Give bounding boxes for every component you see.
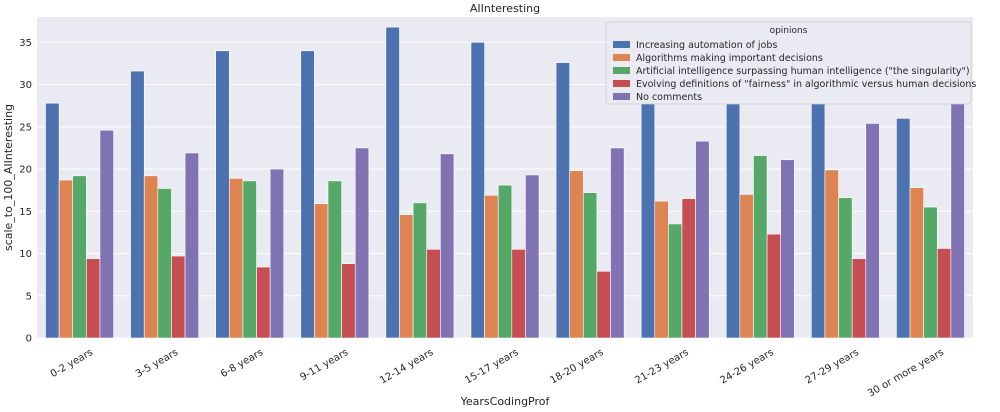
bar <box>58 179 74 339</box>
bar <box>753 155 768 339</box>
x-tick-label: 21-23 years <box>633 347 690 386</box>
legend-label: Evolving definitions of "fairness" in al… <box>636 79 976 90</box>
bar <box>171 255 186 339</box>
legend-swatch <box>613 54 630 61</box>
bar <box>470 42 485 339</box>
y-tick-label: 15 <box>19 207 32 218</box>
legend-label: No comments <box>636 92 702 103</box>
bar <box>725 102 741 339</box>
legend-swatch <box>613 80 630 87</box>
x-tick-label: 18-20 years <box>548 347 605 386</box>
x-tick-label: 9-11 years <box>299 347 351 383</box>
bar <box>950 84 965 339</box>
bar <box>399 214 414 339</box>
bar <box>695 140 710 339</box>
bar <box>780 159 795 339</box>
bar <box>923 206 938 339</box>
x-tick-label: 15-17 years <box>463 347 520 386</box>
bar <box>354 147 370 339</box>
bar <box>215 50 230 339</box>
bar <box>555 62 570 339</box>
bar <box>936 248 952 339</box>
legend-title: opinions <box>770 26 808 36</box>
bar <box>184 152 199 339</box>
x-tick-label: 27-29 years <box>804 347 861 386</box>
bar <box>569 170 584 339</box>
bar <box>681 198 696 339</box>
bar <box>497 184 513 339</box>
x-tick-label: 12-14 years <box>378 347 435 386</box>
bar <box>385 26 400 339</box>
bar <box>256 266 271 339</box>
y-tick-label: 30 <box>19 80 32 91</box>
y-tick-labels: 0 5 10 15 20 25 30 35 <box>19 38 32 345</box>
bar <box>668 223 683 339</box>
bar <box>45 102 60 339</box>
x-tick-label: 24-26 years <box>719 347 776 386</box>
legend-swatch <box>613 67 630 74</box>
bar <box>739 194 754 339</box>
chart-title: AIInteresting <box>470 2 540 15</box>
x-tick-label: 3-5 years <box>134 347 180 380</box>
bar <box>72 175 87 339</box>
bar <box>511 249 526 339</box>
bars <box>45 26 965 339</box>
bar <box>896 118 911 339</box>
bar <box>654 200 669 339</box>
bar <box>596 270 611 339</box>
bar <box>851 258 867 339</box>
legend-box <box>605 21 972 105</box>
bar <box>582 192 598 339</box>
bar <box>426 249 441 339</box>
y-tick-label: 10 <box>19 249 32 260</box>
y-tick-label: 25 <box>19 122 32 133</box>
bar <box>440 153 455 339</box>
bar <box>838 197 853 339</box>
x-tick-label: 0-2 years <box>49 347 95 380</box>
x-tick-label: 30 or more years <box>866 347 946 399</box>
bar <box>640 81 656 339</box>
bar <box>610 147 625 339</box>
bar <box>525 174 540 339</box>
y-tick-label: 20 <box>19 165 32 176</box>
bar <box>229 178 244 339</box>
bar <box>811 96 826 339</box>
bar <box>412 202 428 339</box>
bar <box>341 263 356 339</box>
legend-label: Artificial intelligence surpassing human… <box>636 66 970 77</box>
bar <box>143 175 159 339</box>
y-axis-title: scale_to_100_AIInteresting <box>2 104 15 251</box>
bar <box>484 194 499 339</box>
bar <box>865 123 880 339</box>
legend-label: Algorithms making important decisions <box>636 53 823 64</box>
bar <box>314 203 329 339</box>
y-tick-label: 0 <box>26 334 32 345</box>
bar <box>86 258 101 339</box>
bar <box>824 169 839 339</box>
legend-label: Increasing automation of jobs <box>636 40 777 51</box>
x-tick-labels: 0-2 years 3-5 years 6-8 years 9-11 years 12-… <box>49 347 946 399</box>
x-tick-label: 6-8 years <box>219 347 265 380</box>
bar <box>269 168 285 339</box>
y-tick-label: 5 <box>26 291 32 302</box>
bar <box>99 129 114 339</box>
bar <box>327 180 342 339</box>
bar <box>242 180 257 339</box>
x-axis-title: YearsCodingProf <box>460 395 551 408</box>
bar <box>130 70 145 339</box>
legend: opinions Increasing automation of jobs Al… <box>605 21 976 105</box>
bar <box>300 50 315 339</box>
y-tick-label: 35 <box>19 38 32 49</box>
bar <box>157 188 172 339</box>
legend-items: Increasing automation of jobs Algorithms … <box>613 40 976 103</box>
bar <box>909 187 924 339</box>
bar <box>766 233 781 339</box>
legend-swatch <box>613 41 630 48</box>
legend-swatch <box>613 93 630 100</box>
